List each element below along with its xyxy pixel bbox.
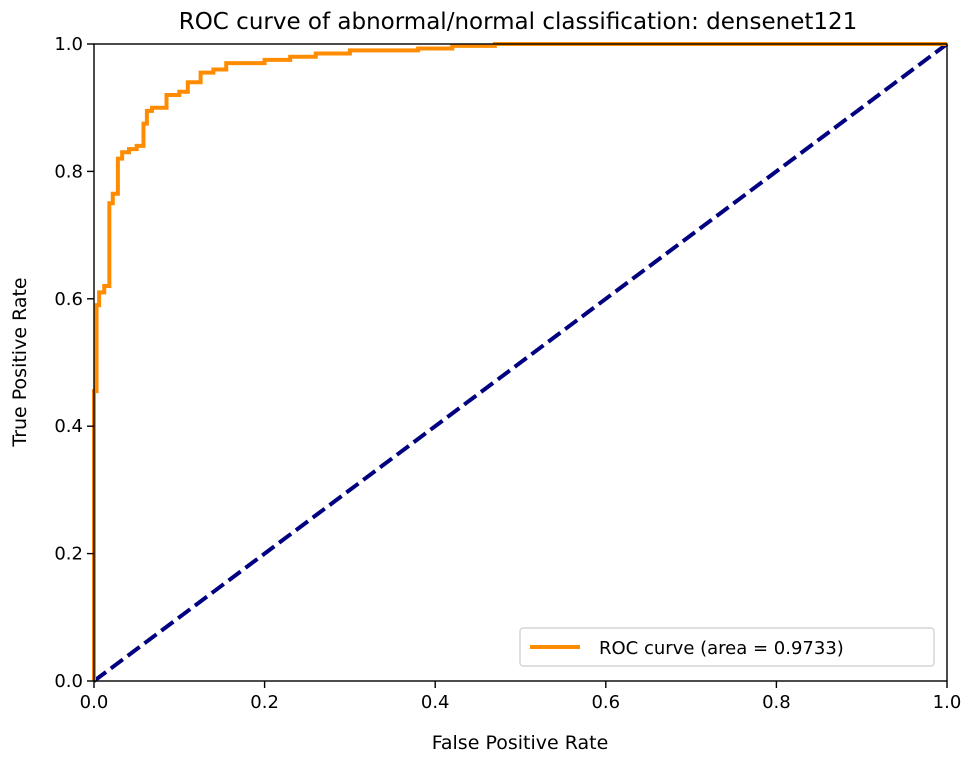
ticks-layer: 0.0 0.2 0.4 0.6 0.8 1.0 0.0 0.2 0.4 0.6 0.8 1.0 xyxy=(54,34,961,713)
x-axis-label: False Positive Rate xyxy=(432,732,609,754)
y-tick-label: 0.8 xyxy=(54,161,83,182)
x-tick-label: 0.6 xyxy=(591,692,620,713)
y-axis-label: True Positive Rate xyxy=(9,277,31,447)
x-tick-label: 0.8 xyxy=(762,692,791,713)
y-tick-label: 0.6 xyxy=(54,289,83,310)
y-tick-label: 0.4 xyxy=(54,416,83,437)
series-layer xyxy=(92,42,949,683)
legend: ROC curve (area = 0.9733) xyxy=(519,627,935,667)
chart-title: ROC curve of abnormal/normal classificat… xyxy=(179,9,858,35)
y-tick-label: 1.0 xyxy=(54,34,83,55)
legend-box xyxy=(519,627,935,667)
roc-curve-line xyxy=(92,42,947,681)
legend-label: ROC curve (area = 0.9733) xyxy=(599,638,844,659)
plot-frame xyxy=(93,43,948,682)
x-tick-label: 0.2 xyxy=(250,692,279,713)
x-tick-label: 0.0 xyxy=(80,692,109,713)
chance-diagonal-line xyxy=(92,42,949,683)
x-tick-label: 0.4 xyxy=(421,692,450,713)
y-tick-label: 0.0 xyxy=(54,671,83,692)
y-tick-label: 0.2 xyxy=(54,544,83,565)
x-tick-label: 1.0 xyxy=(933,692,962,713)
